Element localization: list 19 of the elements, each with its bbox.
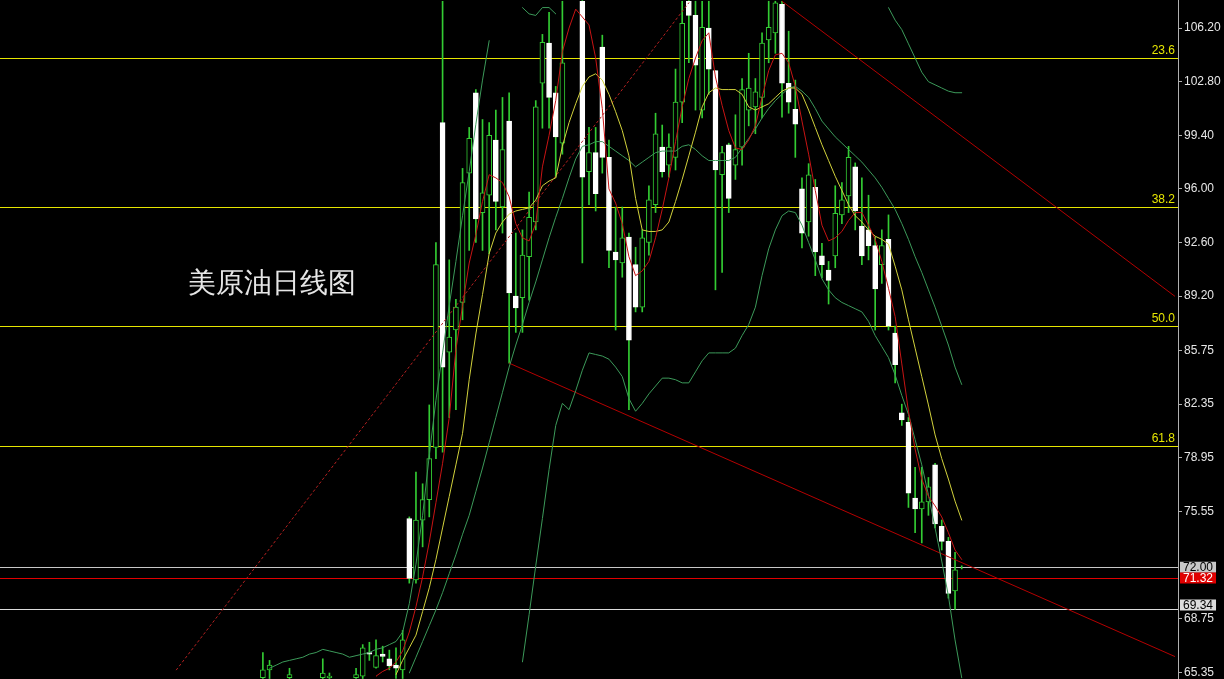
- y-tick-label: 75.55: [1184, 503, 1215, 518]
- y-tick-label: 102.80: [1184, 73, 1222, 88]
- y-tick-label: 85.75: [1184, 342, 1215, 357]
- y-tick-label: 78.95: [1184, 450, 1215, 465]
- annotation: 50.0: [1151, 311, 1176, 326]
- ref-line-label: 69.34: [1183, 597, 1214, 612]
- y-tick-label: 99.40: [1184, 127, 1215, 142]
- y-tick-label: 89.20: [1184, 288, 1215, 303]
- text: 美原油日线图: [188, 266, 356, 300]
- annotation: 61.8: [1151, 431, 1176, 446]
- annotation: 23.6: [1151, 43, 1176, 58]
- annotation: 38.2: [1151, 192, 1176, 207]
- y-tick-label: 106.20: [1184, 20, 1222, 35]
- y-tick-label: 96.00: [1184, 181, 1215, 196]
- ref-line-label: 71.32: [1183, 570, 1214, 585]
- y-tick-label: 92.60: [1184, 234, 1215, 249]
- y-tick-label: 65.35: [1184, 664, 1215, 679]
- y-tick-label: 82.35: [1184, 396, 1215, 411]
- y-tick-label: 68.75: [1184, 610, 1215, 625]
